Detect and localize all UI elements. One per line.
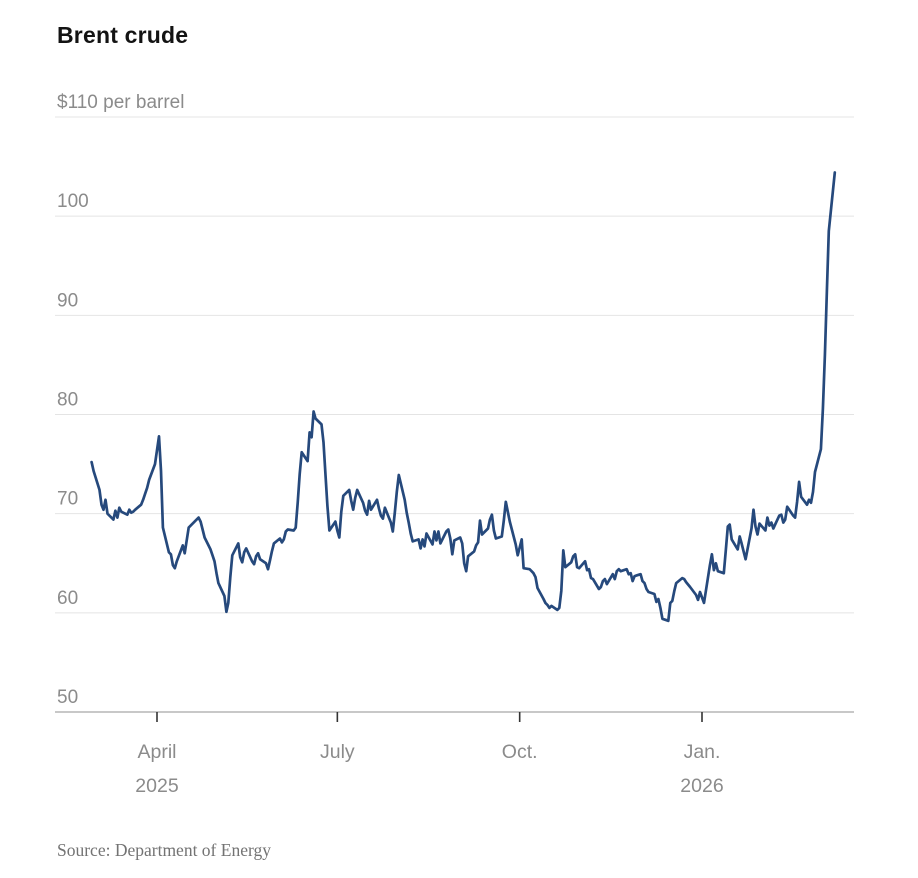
y-axis-label-100: 100 [57,191,89,212]
x-axis-year-label-2026: 2026 [680,775,723,797]
x-axis-year-label-2025: 2025 [135,775,179,797]
y-axis-label-90: 90 [57,290,78,311]
x-axis-label-Jan: Jan. [684,741,721,763]
source-attribution: Source: Department of Energy [57,840,271,860]
x-axis-label-Oct: Oct. [502,741,538,763]
x-axis-label-July: July [320,741,355,763]
y-axis-label-80: 80 [57,390,78,411]
y-axis-label-110: $110 per barrel [57,92,184,113]
y-axis-label-60: 60 [57,588,78,609]
x-axis-label-April: April [137,741,176,763]
y-axis-label-70: 70 [57,489,78,510]
price-line-series [90,171,837,623]
chart-title: Brent crude [57,22,189,48]
y-axis-label-50: 50 [57,687,78,708]
